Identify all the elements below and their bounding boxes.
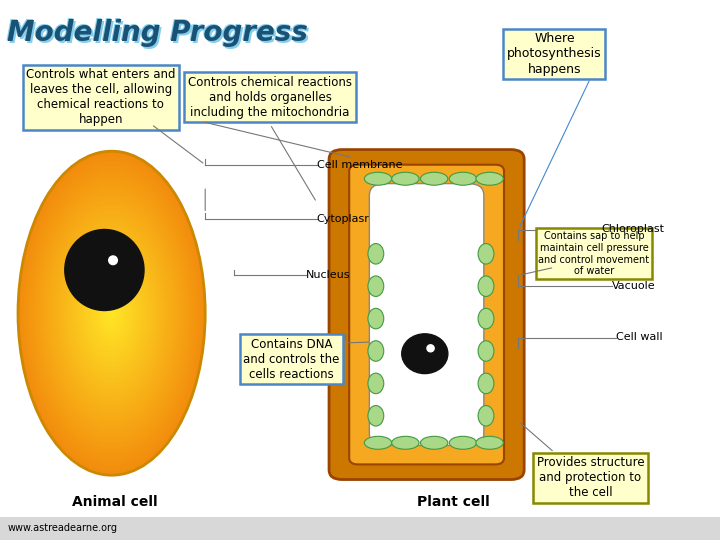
Text: www.astreadearne.org: www.astreadearne.org [7, 523, 117, 533]
Ellipse shape [478, 244, 494, 264]
Ellipse shape [27, 167, 196, 459]
Ellipse shape [49, 205, 174, 421]
Ellipse shape [476, 172, 503, 185]
Ellipse shape [368, 406, 384, 426]
Ellipse shape [46, 200, 177, 427]
Text: Modelling Progress: Modelling Progress [6, 18, 307, 46]
Text: Nucleus: Nucleus [306, 271, 351, 280]
Ellipse shape [402, 334, 448, 374]
Text: Cell membrane: Cell membrane [317, 160, 402, 170]
Ellipse shape [478, 308, 494, 329]
Ellipse shape [53, 211, 171, 416]
Ellipse shape [68, 238, 156, 389]
Ellipse shape [77, 254, 146, 373]
Ellipse shape [86, 270, 137, 356]
Text: Cytoplasm: Cytoplasm [317, 214, 376, 224]
Text: Modelling Progress: Modelling Progress [7, 19, 308, 47]
Ellipse shape [93, 281, 130, 346]
Ellipse shape [478, 406, 494, 426]
Ellipse shape [392, 436, 419, 449]
Ellipse shape [109, 256, 117, 265]
Text: Animal cell: Animal cell [73, 495, 158, 509]
Ellipse shape [96, 286, 127, 340]
Ellipse shape [476, 436, 503, 449]
Ellipse shape [84, 265, 140, 362]
Ellipse shape [427, 345, 434, 352]
Ellipse shape [478, 373, 494, 394]
Ellipse shape [449, 172, 477, 185]
Ellipse shape [37, 184, 186, 443]
Ellipse shape [43, 194, 180, 432]
Ellipse shape [21, 157, 202, 470]
Ellipse shape [368, 244, 384, 264]
FancyBboxPatch shape [369, 184, 484, 446]
Ellipse shape [368, 341, 384, 361]
Ellipse shape [65, 232, 158, 394]
Text: Controls what enters and
leaves the cell, allowing
chemical reactions to
happen: Controls what enters and leaves the cell… [26, 68, 176, 126]
Ellipse shape [368, 276, 384, 296]
Ellipse shape [105, 302, 118, 324]
Ellipse shape [102, 297, 121, 329]
Text: Controls chemical reactions
and holds organelles
including the mitochondria: Controls chemical reactions and holds or… [188, 76, 352, 119]
Text: Cell wall: Cell wall [616, 333, 662, 342]
Ellipse shape [62, 227, 161, 400]
Text: Plant cell: Plant cell [417, 495, 490, 509]
Ellipse shape [55, 216, 168, 410]
Ellipse shape [392, 172, 419, 185]
Ellipse shape [58, 221, 165, 405]
Text: Provides structure
and protection to
the cell: Provides structure and protection to the… [536, 456, 644, 500]
Ellipse shape [368, 308, 384, 329]
FancyBboxPatch shape [349, 165, 504, 464]
Ellipse shape [71, 243, 152, 383]
Ellipse shape [420, 172, 448, 185]
Ellipse shape [420, 436, 448, 449]
Ellipse shape [24, 162, 199, 464]
Ellipse shape [478, 341, 494, 361]
Text: Vacuole: Vacuole [612, 281, 656, 291]
Ellipse shape [81, 259, 143, 367]
Ellipse shape [478, 276, 494, 296]
Ellipse shape [90, 275, 133, 351]
Ellipse shape [74, 248, 149, 378]
Ellipse shape [65, 230, 144, 310]
Ellipse shape [34, 178, 189, 448]
Ellipse shape [109, 308, 114, 319]
Ellipse shape [364, 172, 392, 185]
Ellipse shape [99, 292, 124, 335]
Ellipse shape [364, 436, 392, 449]
Text: Modelling Progress: Modelling Progress [9, 21, 310, 49]
Ellipse shape [18, 151, 205, 475]
Text: Chloroplast: Chloroplast [601, 225, 664, 234]
Ellipse shape [368, 373, 384, 394]
Bar [0, 517, 720, 540]
Ellipse shape [449, 436, 477, 449]
Text: Where
photosynthesis
happens: Where photosynthesis happens [507, 32, 602, 76]
Text: Contains sap to help
maintain cell pressure
and control movement
of water: Contains sap to help maintain cell press… [539, 232, 649, 276]
Ellipse shape [30, 173, 193, 454]
Text: Contains DNA
and controls the
cells reactions: Contains DNA and controls the cells reac… [243, 338, 340, 381]
FancyBboxPatch shape [329, 150, 524, 480]
Ellipse shape [40, 189, 184, 437]
